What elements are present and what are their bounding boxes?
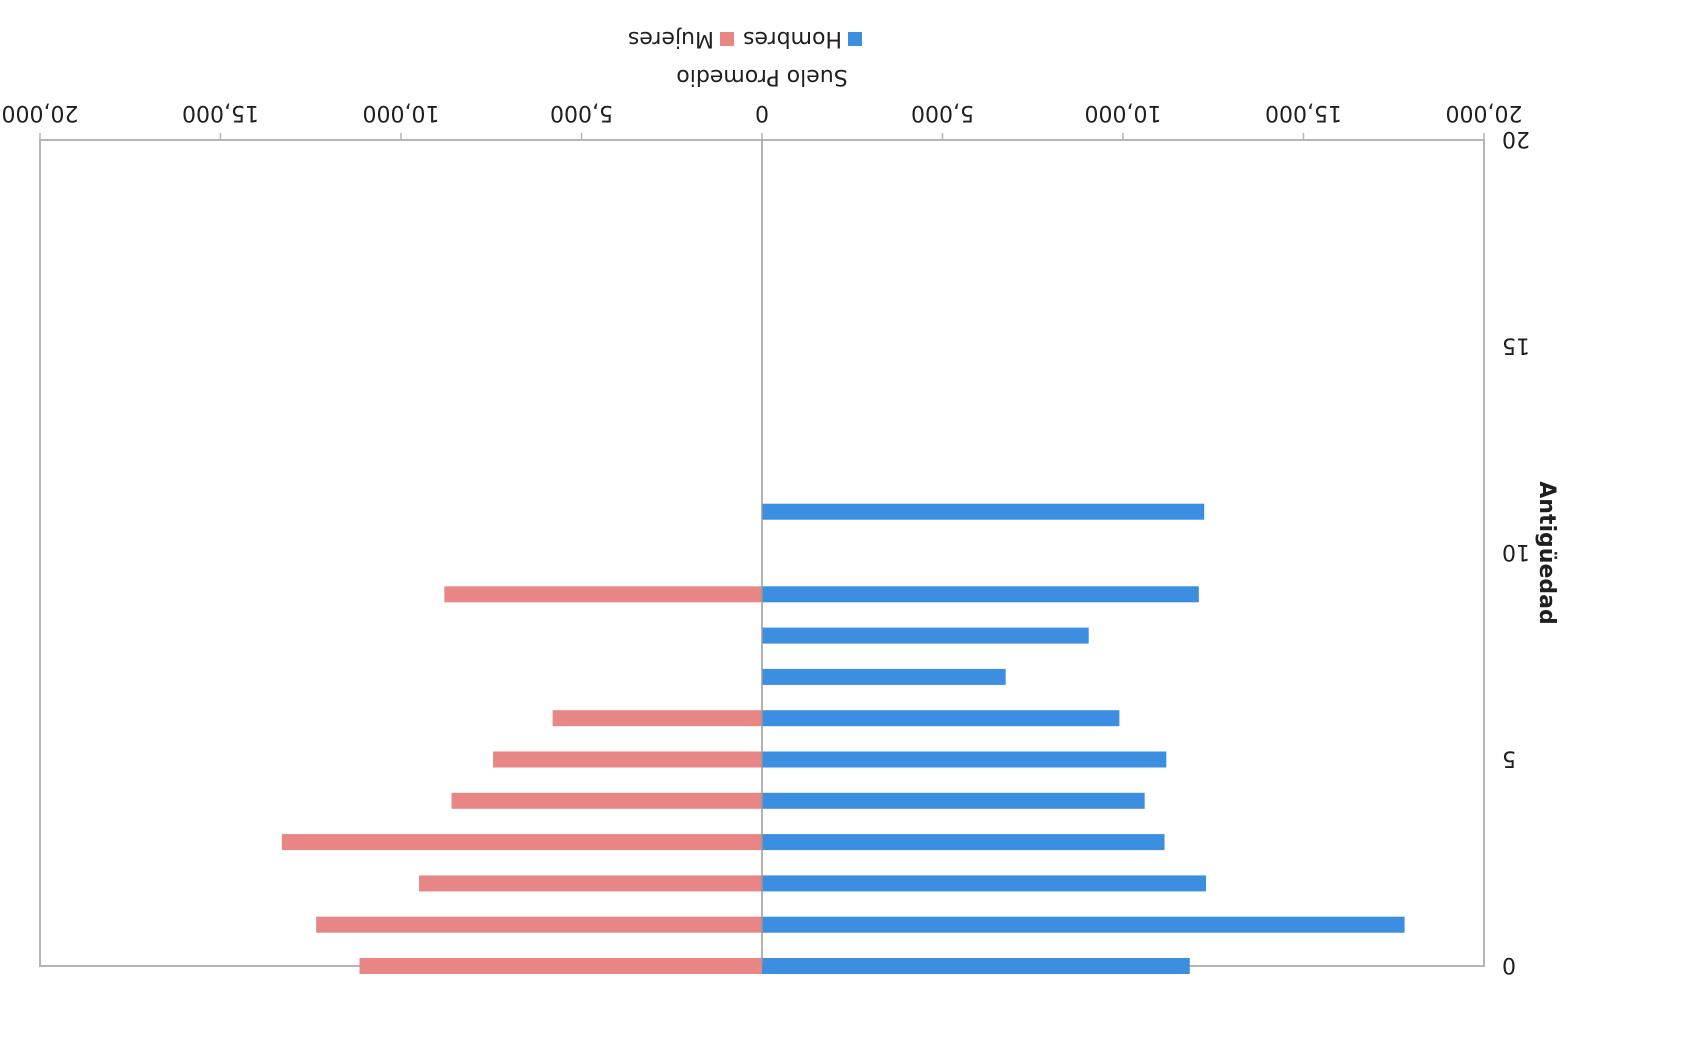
- bar-hombres-1: [762, 916, 1405, 933]
- bar-mujeres-2: [419, 875, 762, 892]
- bar-hombres-7: [762, 668, 1006, 685]
- bar-mujeres-0: [359, 958, 762, 974]
- x-axis-title: Suelo Promedio: [676, 64, 847, 89]
- y-tick-label-2: 10: [1502, 539, 1530, 564]
- bar-hombres-3: [762, 834, 1165, 851]
- x-ticks-group: 20,000 15,000 10,000 5,000 0 5,000 10,000 15,00…: [2, 100, 1523, 140]
- bar-hombres-2: [762, 875, 1207, 892]
- x-tick-label-3: 5,000: [911, 100, 974, 125]
- y-tick-label-4: 20: [1502, 126, 1530, 151]
- y-ticks-group: 0 5 10 15 20: [1502, 126, 1530, 977]
- y-tick-label-1: 5: [1502, 746, 1516, 771]
- bars-group: [281, 503, 1405, 974]
- bar-mujeres-4: [451, 792, 762, 809]
- rotated-chart-group: 20,000 15,000 10,000 5,000 0 5,000 10,000 15,00…: [2, 26, 1559, 977]
- bar-hombres-4: [762, 792, 1145, 809]
- bar-mujeres-3: [281, 834, 762, 851]
- legend: Hombres Mujeres: [628, 26, 862, 51]
- y-tick-label-3: 15: [1502, 333, 1530, 358]
- x-tick-label-0: 20,000: [1446, 100, 1523, 125]
- bar-hombres-6: [762, 710, 1120, 727]
- bar-mujeres-5: [493, 751, 762, 768]
- bar-hombres-11: [762, 503, 1205, 520]
- bar-hombres-5: [762, 751, 1167, 768]
- bar-mujeres-1: [316, 916, 762, 933]
- bar-hombres-8: [762, 627, 1089, 644]
- bar-mujeres-9: [444, 586, 762, 603]
- x-tick-label-6: 10,000: [363, 100, 440, 125]
- bar-mujeres-6: [552, 710, 762, 727]
- bar-hombres-0: [762, 958, 1190, 974]
- bar-hombres-9: [762, 586, 1199, 603]
- x-tick-label-7: 15,000: [182, 100, 259, 125]
- legend-label-hombres: Hombres: [743, 26, 842, 51]
- legend-label-mujeres: Mujeres: [628, 26, 714, 51]
- x-tick-label-5: 5,000: [550, 100, 613, 125]
- y-axis-title: Antigüedad: [1534, 481, 1559, 624]
- x-tick-label-1: 15,000: [1265, 100, 1342, 125]
- legend-swatch-hombres: [848, 32, 862, 46]
- legend-swatch-mujeres: [720, 32, 734, 46]
- y-tick-label-0: 0: [1502, 952, 1516, 977]
- x-tick-label-4: 0: [755, 100, 769, 125]
- x-tick-label-2: 10,000: [1085, 100, 1162, 125]
- x-tick-label-8: 20,000: [2, 100, 79, 125]
